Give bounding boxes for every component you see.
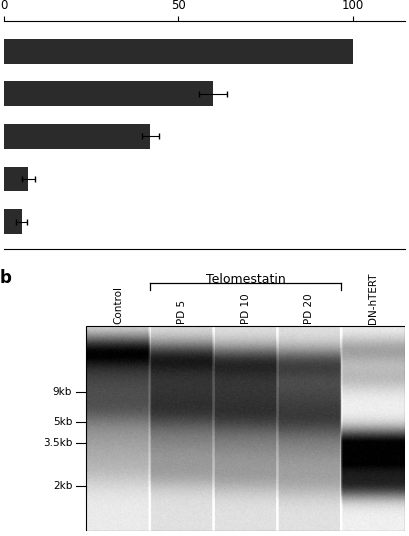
Text: DN-hTERT: DN-hTERT [368,272,378,324]
Bar [4,167,29,191]
Bar [4,209,22,234]
Text: b: b [0,269,12,287]
Text: 5kb: 5kb [53,418,72,427]
Text: 9kb: 9kb [53,387,72,397]
Text: 3.5kb: 3.5kb [43,438,72,448]
Text: 2kb: 2kb [53,481,72,490]
Text: Telomestatin: Telomestatin [206,273,285,286]
Bar [4,81,213,106]
Text: PD 5: PD 5 [177,300,187,324]
Text: PD 10: PD 10 [240,293,251,324]
Text: Control: Control [113,286,123,324]
Text: PD 20: PD 20 [304,293,314,324]
Bar [4,124,151,148]
Bar [86,326,405,531]
Bar [4,39,353,64]
